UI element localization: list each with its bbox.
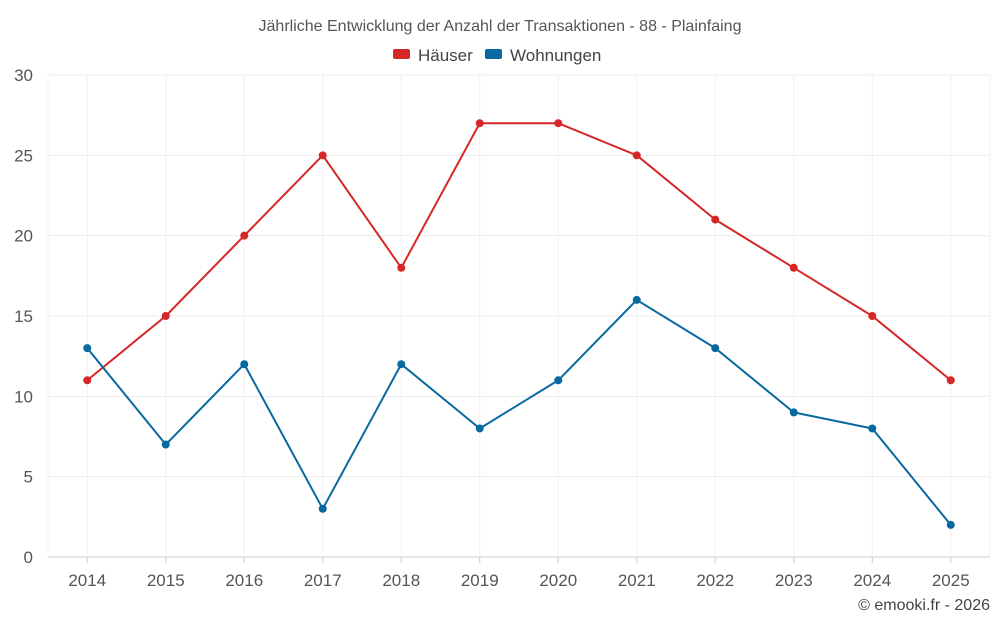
x-tick-label: 2017 [304,571,342,590]
data-point-haeuser[interactable] [83,376,92,385]
x-tick-label: 2021 [618,571,656,590]
x-tick-label: 2020 [539,571,577,590]
data-point-haeuser[interactable] [946,376,955,385]
x-tick-label: 2024 [853,571,891,590]
y-axis: 0 5 10 15 20 25 30 [14,66,33,567]
chart-title: Jährliche Entwicklung der Anzahl der Tra… [259,18,742,35]
x-tick-label: 2016 [225,571,263,590]
y-tick-label: 30 [14,66,33,85]
data-point-wohnungen[interactable] [946,520,955,529]
legend-swatch-haeuser [393,49,410,59]
x-tick-label: 2025 [932,571,970,590]
y-tick-label: 0 [24,548,33,567]
data-point-wohnungen[interactable] [711,344,720,353]
data-point-wohnungen[interactable] [240,360,249,369]
data-point-haeuser[interactable] [868,312,877,320]
data-point-wohnungen[interactable] [161,440,170,449]
data-point-haeuser[interactable] [711,215,720,224]
x-tick-label: 2022 [696,571,734,590]
grid [47,74,991,558]
data-point-haeuser[interactable] [632,151,641,160]
legend-item-wohnungen[interactable]: Wohnungen [485,46,601,65]
data-point-wohnungen[interactable] [868,424,877,433]
data-point-wohnungen[interactable] [83,344,92,353]
x-tick-label: 2018 [382,571,420,590]
series-layer [83,119,955,529]
y-tick-label: 10 [14,387,33,406]
x-axis: 2014 2015 2016 2017 2018 2019 2020 2021 2022 2023… [68,557,970,590]
x-tick-label: 2019 [461,571,499,590]
data-point-haeuser[interactable] [475,119,484,128]
legend-swatch-wohnungen [485,49,502,59]
data-point-haeuser[interactable] [397,263,406,272]
credit-text: © emooki.fr - 2026 [858,597,990,614]
x-tick-label: 2015 [147,571,185,590]
legend-item-haeuser[interactable]: Häuser [393,46,473,65]
legend: Häuser Wohnungen [393,46,601,65]
data-point-wohnungen[interactable] [554,376,563,385]
data-point-wohnungen[interactable] [397,360,406,369]
legend-label-wohnungen: Wohnungen [510,46,601,65]
series-line-wohnungen [86,298,952,526]
data-point-wohnungen[interactable] [632,295,641,304]
y-tick-label: 5 [24,468,33,487]
data-point-wohnungen[interactable] [475,424,484,433]
data-point-haeuser[interactable] [240,231,249,240]
y-tick-label: 25 [14,146,33,165]
x-tick-label: 2023 [775,571,813,590]
y-tick-label: 15 [14,307,33,326]
data-point-haeuser[interactable] [554,119,563,128]
legend-label-haeuser: Häuser [418,46,473,65]
data-point-wohnungen[interactable] [789,408,798,417]
data-point-haeuser[interactable] [318,151,327,160]
data-point-haeuser[interactable] [161,312,170,320]
x-tick-label: 2014 [68,571,106,590]
data-point-haeuser[interactable] [789,263,798,272]
data-point-wohnungen[interactable] [318,504,327,513]
series-line-haeuser [86,122,952,382]
y-tick-label: 20 [14,227,33,246]
